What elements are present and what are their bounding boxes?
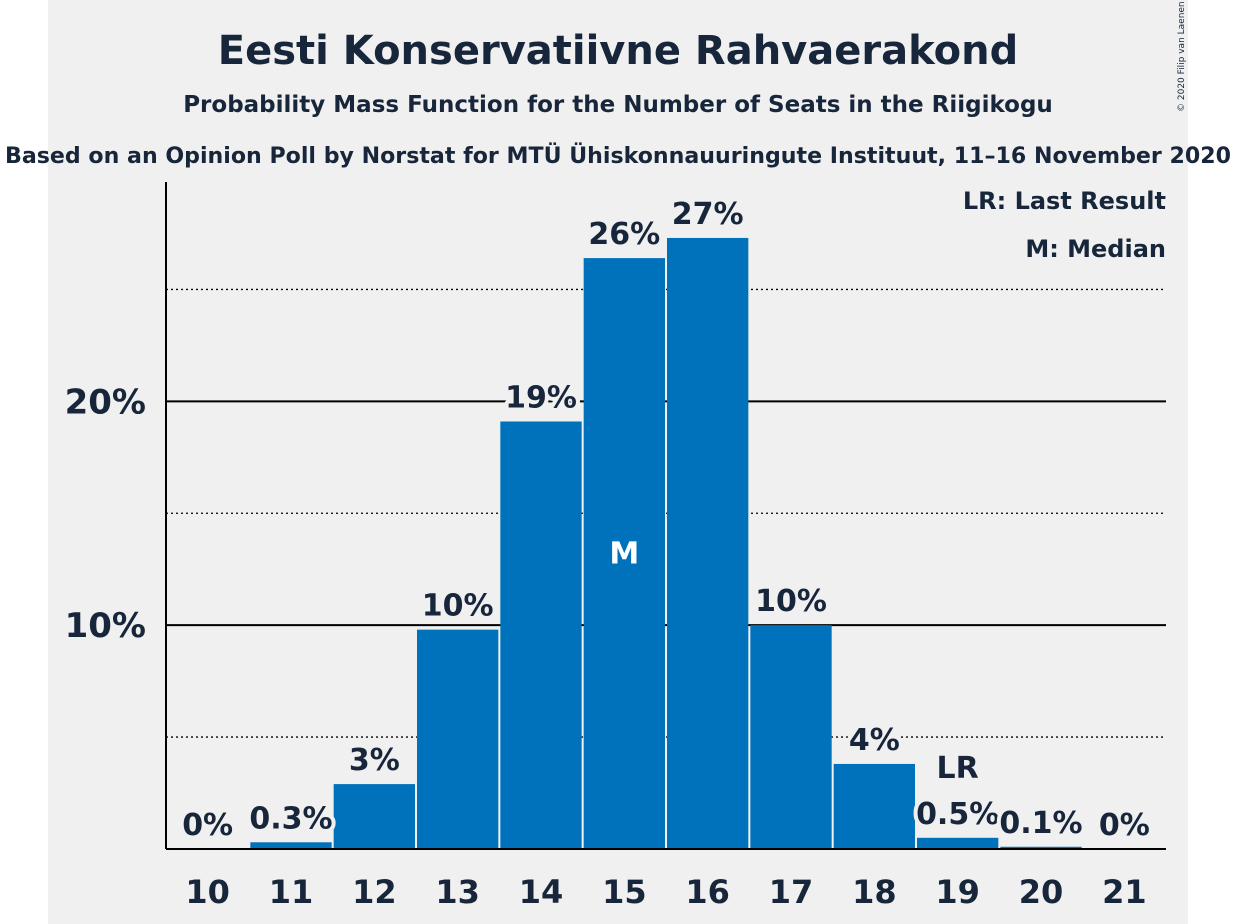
bar-20 [1000, 846, 1082, 849]
value-label-halo: 0.1% [999, 806, 1082, 841]
value-label-halo: 10% [422, 589, 494, 624]
median-marker: M [609, 537, 639, 572]
y-tick-labels: 10% 20% [65, 382, 146, 646]
y-tick-label: 10% [65, 606, 146, 646]
value-label-halo: 4% [849, 723, 900, 758]
value-label-15: 26% [588, 217, 660, 252]
x-tick-labels: 10 11 12 13 14 15 16 17 18 19 20 21 [185, 873, 1146, 911]
x-tick-label-21: 21 [1102, 873, 1147, 911]
value-label-halo: 0.3% [249, 801, 332, 836]
x-tick-label-15: 15 [602, 873, 647, 911]
y-tick-label: 20% [65, 382, 146, 422]
value-label-11: 0.3% [249, 801, 332, 836]
value-label-17: 10% [755, 584, 827, 619]
value-label-12: 3% [349, 743, 400, 778]
x-tick-label-18: 18 [852, 873, 897, 911]
value-label-14: 19% [505, 380, 577, 415]
bar-17 [750, 625, 832, 849]
chart-subtitle: Probability Mass Function for the Number… [183, 92, 1053, 118]
bar-14 [500, 421, 582, 849]
value-label-18: 4% [849, 723, 900, 758]
value-label-halo: 19% [505, 380, 577, 415]
value-label-halo: 0% [1099, 808, 1150, 843]
legend-median: M: Median [1025, 235, 1166, 263]
value-label-halo: 0% [182, 808, 233, 843]
legend-last-result: LR: Last Result [963, 187, 1166, 215]
bars [250, 237, 1082, 850]
x-tick-label-12: 12 [352, 873, 397, 911]
copyright-notice: © 2020 Filip van Laenen [1177, 1, 1187, 112]
value-labels: 0%0% 0.3%0.3%3%3%10%10%19%19%26%26%M27%27… [178, 193, 1154, 847]
bar-18 [833, 763, 915, 849]
gridlines [166, 288, 1166, 738]
x-tick-label-20: 20 [1019, 873, 1064, 911]
value-label-halo: 27% [672, 197, 744, 232]
bar-13 [417, 629, 499, 849]
value-label-halo: 0.5% [916, 797, 999, 832]
x-tick-label-10: 10 [185, 873, 230, 911]
bar-12 [333, 784, 415, 849]
x-tick-label-14: 14 [519, 873, 564, 911]
x-tick-label-11: 11 [269, 873, 314, 911]
x-tick-label-16: 16 [685, 873, 730, 911]
bar-16 [667, 237, 749, 850]
value-label-20: 0.1% [999, 806, 1082, 841]
x-tick-label-19: 19 [935, 873, 980, 911]
bar-15 [583, 258, 665, 849]
x-tick-label-17: 17 [769, 873, 814, 911]
chart-title: Eesti Konservatiivne Rahvaerakond [218, 28, 1018, 74]
x-tick-label-13: 13 [435, 873, 480, 911]
value-label-19: 0.5% [916, 797, 999, 832]
value-label-21: 0% [1099, 808, 1150, 843]
value-label-16: 27% [672, 197, 744, 232]
value-label-13: 10% [422, 589, 494, 624]
bar-19 [917, 837, 999, 849]
value-label-halo: 10% [755, 584, 827, 619]
value-label-halo: 26% [588, 217, 660, 252]
value-label-halo: 3% [349, 743, 400, 778]
value-label-10: 0% [182, 808, 233, 843]
last-result-marker: LR [937, 751, 979, 786]
bar-11 [250, 842, 332, 849]
chart-source: Based on an Opinion Poll by Norstat for … [5, 143, 1231, 169]
